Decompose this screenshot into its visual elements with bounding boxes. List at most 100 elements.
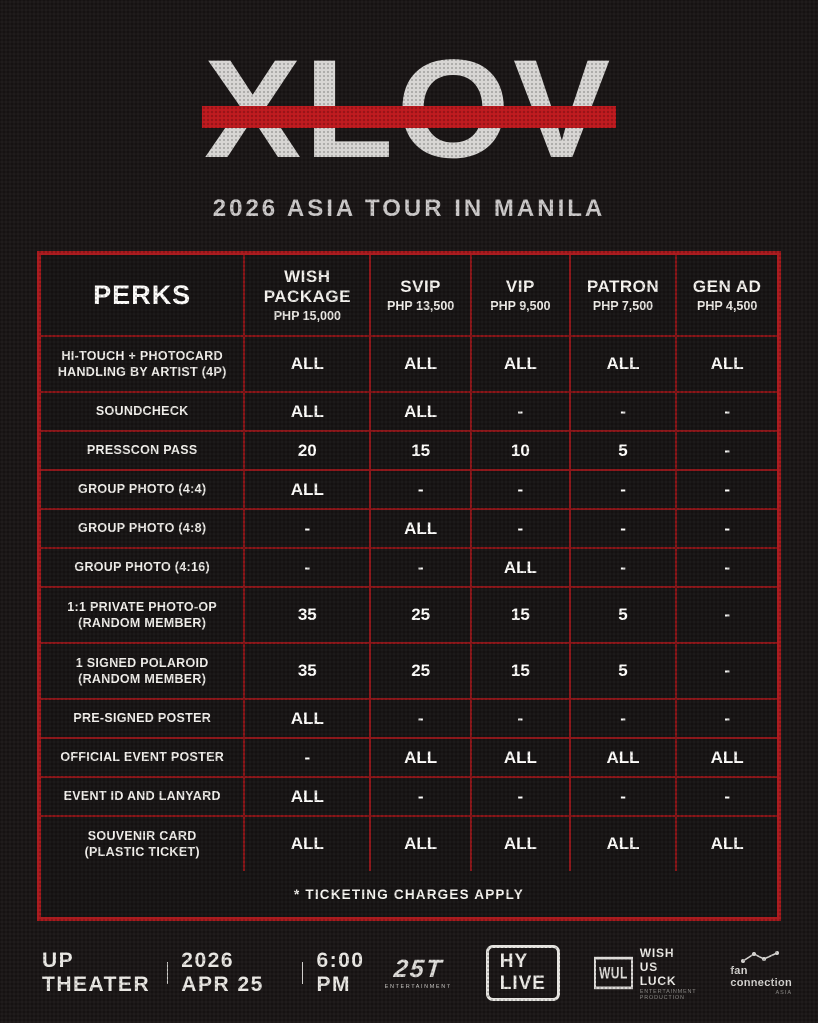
tour-subtitle: 2026 ASIA TOUR IN MANILA — [212, 195, 606, 222]
tier-header-cell: SVIP PHP 13,500 — [369, 255, 470, 335]
perk-label-cell: PRESSCON PASS — [86, 443, 198, 458]
perk-label-cell: SOUVENIR CARD (PLASTIC TICKET) — [84, 828, 200, 859]
value-cell: ALL — [369, 817, 470, 871]
value-cell: ALL — [675, 817, 777, 871]
perks-header-cell: PERKS — [93, 279, 192, 310]
value-cell: - — [675, 510, 777, 547]
value-cell: - — [568, 510, 676, 547]
tier-price: PHP 9,500 — [490, 299, 551, 314]
value-cell: ALL — [243, 393, 369, 430]
sponsor-wish-us-luck-logo: WUL WISH US LUCK ENTERTAINMENT PRODUCTIO… — [593, 946, 697, 1001]
value-cell: ALL — [568, 817, 676, 871]
hero-section: XLOV 2026 ASIA TOUR IN MANILA — [0, 0, 818, 223]
value-cell: - — [568, 700, 676, 737]
venue-date-time: UP THEATER 2026 APR 25 6:00 PM — [42, 949, 385, 997]
table-row: EVENT ID AND LANYARD ALL - - - - — [41, 776, 777, 815]
value-cell: 10 — [470, 432, 569, 469]
value-cell: - — [369, 778, 470, 815]
value-cell: ALL — [568, 739, 676, 776]
value-cell: ALL — [470, 739, 569, 776]
table-row: 1:1 PRIVATE PHOTO-OP (RANDOM MEMBER) 35 … — [41, 586, 777, 642]
value-cell: ALL — [470, 549, 569, 586]
value-cell: 15 — [369, 432, 470, 469]
sponsor-25t-entertainment-logo: 25T ENTERTAINMENT — [384, 954, 452, 990]
tier-name: PATRON — [586, 276, 660, 296]
tier-price: PHP 15,000 — [273, 309, 341, 324]
perk-label-cell: GROUP PHOTO (4:4) — [78, 482, 207, 497]
value-cell: - — [243, 739, 369, 776]
value-cell: - — [675, 588, 777, 642]
value-cell: ALL — [470, 817, 569, 871]
value-cell: - — [675, 549, 777, 586]
tier-name: WISH PACKAGE — [263, 266, 351, 306]
tier-header-cell: PATRON PHP 7,500 — [568, 255, 676, 335]
value-cell: ALL — [243, 337, 369, 391]
value-cell: - — [675, 393, 777, 430]
perk-label-cell: OFFICIAL EVENT POSTER — [60, 750, 225, 765]
sponsor-logos: 25T ENTERTAINMENT HY LIVE WUL WISH US LU… — [385, 945, 792, 1001]
table-row: OFFICIAL EVENT POSTER - ALL ALL ALL ALL — [41, 737, 777, 776]
perk-label-cell: EVENT ID AND LANYARD — [63, 789, 221, 804]
fan-connection-name: fan connection — [730, 965, 792, 989]
tier-name: VIP — [505, 276, 535, 296]
perk-label-cell: 1 SIGNED POLAROID (RANDOM MEMBER) — [75, 655, 209, 686]
value-cell: - — [369, 471, 470, 508]
value-cell: ALL — [243, 778, 369, 815]
value-cell: - — [369, 700, 470, 737]
venue-part: 6:00 PM — [316, 949, 365, 996]
value-cell: - — [675, 778, 777, 815]
table-row: HI-TOUCH + PHOTOCARD HANDLING BY ARTIST … — [41, 335, 777, 391]
value-cell: ALL — [369, 739, 470, 776]
table-row: SOUVENIR CARD (PLASTIC TICKET) ALL ALL A… — [41, 815, 777, 871]
fan-connection-sub: ASIA — [775, 990, 792, 996]
value-cell: - — [470, 393, 569, 430]
sponsor-25t-name: 25T — [392, 954, 445, 983]
table-row: GROUP PHOTO (4:8) - ALL - - - — [41, 508, 777, 547]
value-cell: ALL — [568, 337, 676, 391]
tier-header-cell: WISH PACKAGE PHP 15,000 — [243, 255, 369, 335]
value-cell: 25 — [369, 588, 470, 642]
value-cell: 35 — [243, 644, 369, 698]
value-cell: ALL — [369, 510, 470, 547]
table-row: GROUP PHOTO (4:16) - - ALL - - — [41, 547, 777, 586]
value-cell: ALL — [243, 471, 369, 508]
tier-price: PHP 4,500 — [697, 299, 758, 314]
tier-header-cell: GEN AD PHP 4,500 — [675, 255, 777, 335]
value-cell: ALL — [675, 739, 777, 776]
wul-badge: WUL — [593, 956, 633, 990]
value-cell: - — [675, 471, 777, 508]
perk-label-cell: SOUNDCHECK — [95, 404, 189, 419]
table-row: 1 SIGNED POLAROID (RANDOM MEMBER) 35 25 … — [41, 642, 777, 698]
xlov-logo: XLOV — [202, 38, 616, 181]
venue-divider — [301, 962, 304, 984]
sponsor-25t-sub: ENTERTAINMENT — [384, 983, 452, 990]
value-cell: - — [568, 471, 676, 508]
value-cell: ALL — [675, 337, 777, 391]
tier-name: GEN AD — [692, 276, 762, 296]
wul-name: WISH US LUCK — [639, 945, 677, 988]
value-cell: 5 — [568, 588, 676, 642]
value-cell: - — [470, 778, 569, 815]
value-cell: - — [568, 549, 676, 586]
ticketing-footnote: * TICKETING CHARGES APPLY — [293, 886, 525, 902]
value-cell: - — [470, 510, 569, 547]
value-cell: - — [568, 778, 676, 815]
perk-label-cell: 1:1 PRIVATE PHOTO-OP (RANDOM MEMBER) — [67, 599, 218, 630]
perk-label-cell: GROUP PHOTO (4:8) — [78, 521, 207, 536]
value-cell: 25 — [369, 644, 470, 698]
value-cell: - — [675, 644, 777, 698]
tier-name: SVIP — [400, 276, 442, 296]
venue-divider — [166, 962, 169, 984]
wul-text: WISH US LUCK ENTERTAINMENT PRODUCTION — [640, 946, 697, 1001]
sponsor-fan-connection-logo: fan connection ASIA — [730, 950, 792, 996]
fan-connection-zigzag-icon — [741, 951, 780, 963]
value-cell: ALL — [243, 817, 369, 871]
perk-label-cell: HI-TOUCH + PHOTOCARD HANDLING BY ARTIST … — [57, 348, 227, 379]
sponsor-hylive-logo: HY LIVE — [485, 945, 560, 1001]
value-cell: ALL — [369, 393, 470, 430]
value-cell: 5 — [568, 644, 676, 698]
tier-header-cell: VIP PHP 9,500 — [470, 255, 569, 335]
value-cell: 35 — [243, 588, 369, 642]
value-cell: - — [470, 700, 569, 737]
